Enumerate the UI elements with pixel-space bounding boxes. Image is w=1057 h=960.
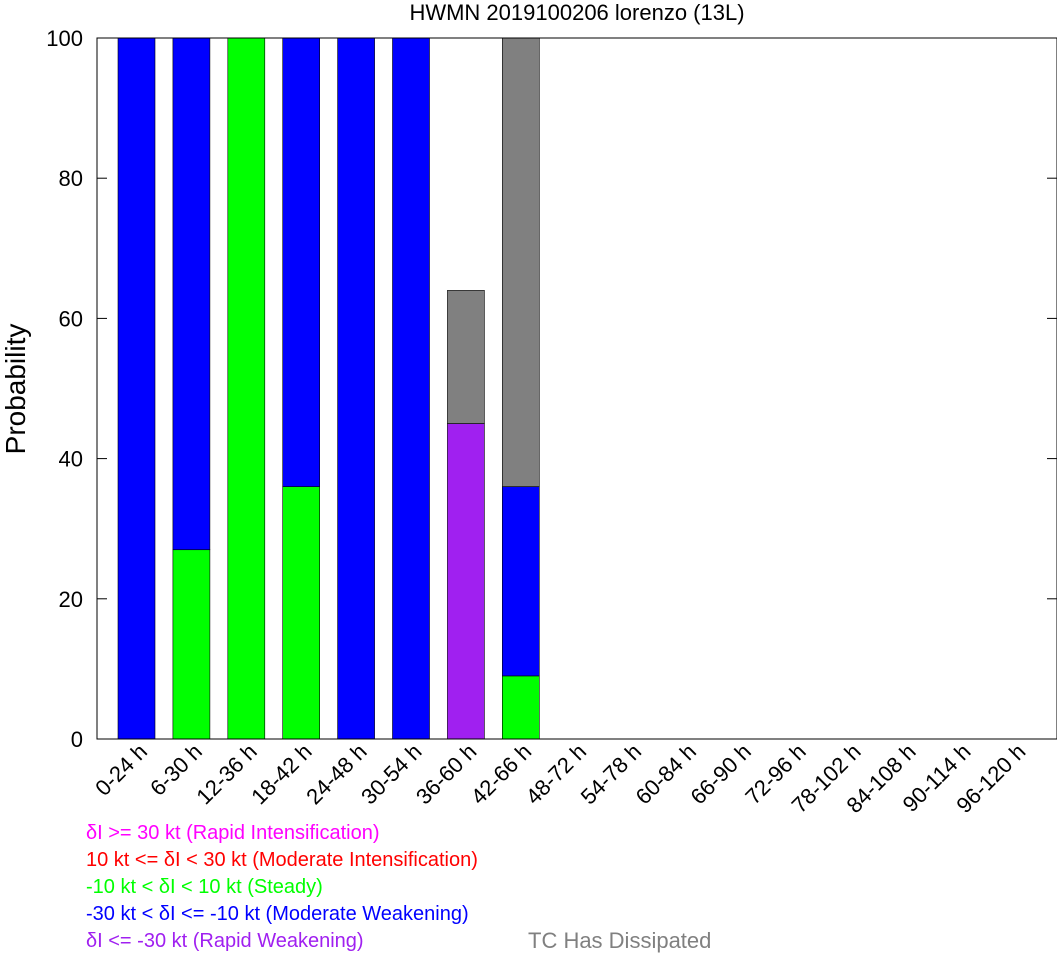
legend-rapid-weakening: δI <= -30 kt (Rapid Weakening): [86, 930, 364, 952]
y-tick-label-0: 0: [71, 727, 83, 752]
bar-steady-7: [501, 675, 540, 740]
bar-steady-2: [227, 37, 266, 740]
bar-diss-7: [501, 37, 540, 487]
bar-mw-0: [117, 37, 156, 740]
bar-mw-3: [282, 37, 321, 487]
legend-rapid-intensification: δI >= 30 kt (Rapid Intensification): [86, 822, 380, 844]
chart-title: HWMN 2019100206 lorenzo (13L): [409, 0, 744, 25]
legend-moderate-intensification: 10 kt <= δI < 30 kt (Moderate Intensific…: [86, 849, 478, 871]
x-tick-label-3: 18-42 h: [246, 739, 316, 809]
legend-moderate-weakening: -30 kt < δI <= -10 kt (Moderate Weakenin…: [86, 903, 469, 925]
bar-mw-5: [392, 37, 430, 740]
bar-steady-1: [172, 549, 211, 740]
legend: δI >= 30 kt (Rapid Intensification) 10 k…: [86, 820, 478, 955]
y-tick-label-20: 20: [59, 587, 83, 612]
legend-dissipated: TC Has Dissipated: [528, 928, 712, 953]
y-axis-label: Probability: [0, 324, 31, 455]
bar-mw-4: [337, 37, 375, 740]
plot-frame: [96, 37, 1057, 740]
x-tick-label-5: 30-54 h: [356, 739, 426, 809]
bar-diss-6: [447, 290, 485, 424]
x-tick-label-6: 36-60 h: [411, 739, 481, 809]
y-tick-label-100: 100: [46, 26, 83, 51]
y-axis-ticks: 0 20 40 60 80 100: [46, 26, 1057, 752]
x-tick-label-9: 54-78 h: [576, 739, 646, 809]
y-tick-label-60: 60: [59, 306, 83, 331]
x-tick-label-10: 60-84 h: [631, 739, 701, 809]
x-tick-label-8: 48-72 h: [521, 739, 591, 809]
y-tick-label-40: 40: [59, 447, 83, 472]
x-tick-label-0: 0-24 h: [90, 739, 152, 801]
x-tick-label-4: 24-48 h: [301, 739, 371, 809]
bar-mw-1: [172, 37, 211, 551]
legend-steady: -10 kt < δI < 10 kt (Steady): [86, 876, 323, 898]
y-tick-label-80: 80: [59, 166, 83, 191]
bar-steady-3: [282, 486, 321, 740]
x-tick-label-11: 66-90 h: [685, 739, 755, 809]
bars-group: [117, 37, 540, 740]
x-axis-ticks: 0-24 h6-30 h12-36 h18-42 h24-48 h30-54 h…: [90, 739, 1030, 818]
x-tick-label-2: 12-36 h: [191, 739, 261, 809]
x-tick-label-7: 42-66 h: [466, 739, 536, 809]
bar-mw-7: [501, 486, 540, 677]
bar-rw-6: [447, 423, 485, 740]
